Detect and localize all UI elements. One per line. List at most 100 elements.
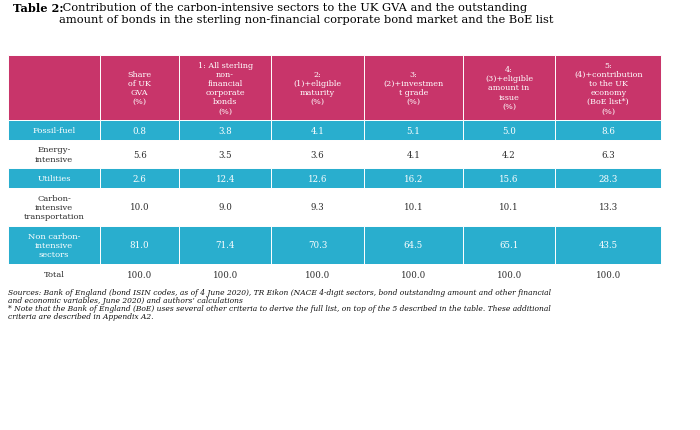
- Bar: [179, 141, 272, 169]
- Text: Fossil-fuel: Fossil-fuel: [32, 127, 76, 135]
- Text: 71.4: 71.4: [216, 241, 235, 250]
- Text: Carbon-
intensive
transportation: Carbon- intensive transportation: [24, 194, 85, 221]
- Text: 12.4: 12.4: [216, 174, 235, 183]
- Bar: [463, 264, 555, 284]
- Text: 2:
(1)+eligible
maturity
(%): 2: (1)+eligible maturity (%): [293, 71, 342, 106]
- Text: 100.0: 100.0: [400, 270, 426, 279]
- Text: 100.0: 100.0: [596, 270, 621, 279]
- Text: 43.5: 43.5: [598, 241, 618, 250]
- Text: 28.3: 28.3: [598, 174, 618, 183]
- Text: 8.6: 8.6: [601, 126, 615, 135]
- Bar: [179, 264, 272, 284]
- Text: 9.3: 9.3: [311, 203, 324, 212]
- Text: 100.0: 100.0: [213, 270, 238, 279]
- Text: 3.6: 3.6: [311, 150, 324, 159]
- Text: 5.0: 5.0: [502, 126, 516, 135]
- Text: 5.1: 5.1: [406, 126, 420, 135]
- Text: 1: All sterling
non-
financial
corporate
bonds
(%): 1: All sterling non- financial corporate…: [197, 61, 253, 115]
- Bar: [8, 121, 100, 141]
- Bar: [8, 227, 100, 264]
- Bar: [100, 189, 179, 227]
- Bar: [179, 56, 272, 121]
- Bar: [100, 121, 179, 141]
- Bar: [272, 189, 364, 227]
- Bar: [364, 227, 463, 264]
- Text: 9.0: 9.0: [218, 203, 232, 212]
- Bar: [463, 169, 555, 189]
- Text: 10.0: 10.0: [130, 203, 150, 212]
- Bar: [555, 169, 662, 189]
- Bar: [364, 141, 463, 169]
- Bar: [555, 56, 662, 121]
- Text: 100.0: 100.0: [305, 270, 330, 279]
- Bar: [8, 189, 100, 227]
- Text: 64.5: 64.5: [404, 241, 423, 250]
- Text: 15.6: 15.6: [499, 174, 519, 183]
- Text: 3.8: 3.8: [218, 126, 232, 135]
- Text: Non carbon-
intensive
sectors: Non carbon- intensive sectors: [28, 232, 80, 258]
- Bar: [364, 264, 463, 284]
- Text: 4.1: 4.1: [406, 150, 420, 159]
- Text: 6.3: 6.3: [601, 150, 615, 159]
- Bar: [463, 141, 555, 169]
- Text: and economic variables, June 2020) and authors’ calculations: and economic variables, June 2020) and a…: [8, 296, 243, 304]
- Bar: [463, 227, 555, 264]
- Text: 3.5: 3.5: [218, 150, 232, 159]
- Bar: [8, 141, 100, 169]
- Bar: [179, 121, 272, 141]
- Text: * Note that the Bank of England (BoE) uses several other criteria to derive the : * Note that the Bank of England (BoE) us…: [8, 304, 551, 312]
- Bar: [463, 189, 555, 227]
- Text: Table 2:: Table 2:: [13, 3, 64, 14]
- Bar: [272, 141, 364, 169]
- Text: 10.1: 10.1: [403, 203, 423, 212]
- Text: 3:
(2)+investmen
t grade
(%): 3: (2)+investmen t grade (%): [383, 71, 443, 106]
- Bar: [179, 227, 272, 264]
- Bar: [463, 56, 555, 121]
- Bar: [555, 121, 662, 141]
- Bar: [272, 227, 364, 264]
- Bar: [179, 169, 272, 189]
- Text: 5:
(4)+contribution
to the UK
economy
(BoE list*)
(%): 5: (4)+contribution to the UK economy (B…: [574, 61, 643, 115]
- Text: 4.2: 4.2: [502, 150, 516, 159]
- Bar: [364, 189, 463, 227]
- Bar: [8, 56, 100, 121]
- Bar: [272, 56, 364, 121]
- Bar: [555, 227, 662, 264]
- Bar: [100, 141, 179, 169]
- Bar: [364, 169, 463, 189]
- Bar: [463, 121, 555, 141]
- Text: Sources: Bank of England (bond ISIN codes, as of 4 June 2020), TR Eikon (NACE 4-: Sources: Bank of England (bond ISIN code…: [8, 289, 551, 296]
- Text: 16.2: 16.2: [404, 174, 423, 183]
- Text: 12.6: 12.6: [308, 174, 327, 183]
- Text: 70.3: 70.3: [308, 241, 327, 250]
- Bar: [179, 189, 272, 227]
- Text: 2.6: 2.6: [133, 174, 146, 183]
- Bar: [100, 56, 179, 121]
- Bar: [100, 227, 179, 264]
- Text: 10.1: 10.1: [499, 203, 519, 212]
- Text: 81.0: 81.0: [130, 241, 150, 250]
- Text: Utilities: Utilities: [37, 175, 71, 183]
- Text: 0.8: 0.8: [133, 126, 147, 135]
- Bar: [555, 189, 662, 227]
- Bar: [272, 169, 364, 189]
- Bar: [364, 56, 463, 121]
- Text: 100.0: 100.0: [127, 270, 153, 279]
- Text: criteria are described in Appendix A2.: criteria are described in Appendix A2.: [8, 312, 153, 320]
- Text: 4:
(3)+eligible
amount in
issue
(%): 4: (3)+eligible amount in issue (%): [485, 66, 533, 111]
- Text: Total: Total: [43, 270, 64, 278]
- Bar: [8, 264, 100, 284]
- Bar: [272, 264, 364, 284]
- Text: Energy-
intensive: Energy- intensive: [35, 146, 74, 163]
- Text: 5.6: 5.6: [133, 150, 146, 159]
- Text: 13.3: 13.3: [598, 203, 618, 212]
- Bar: [8, 169, 100, 189]
- Bar: [100, 264, 179, 284]
- Bar: [555, 264, 662, 284]
- Text: 4.1: 4.1: [311, 126, 324, 135]
- Bar: [272, 121, 364, 141]
- Bar: [100, 169, 179, 189]
- Text: Contribution of the carbon-intensive sectors to the UK GVA and the outstanding
a: Contribution of the carbon-intensive sec…: [59, 3, 554, 25]
- Bar: [555, 141, 662, 169]
- Text: 100.0: 100.0: [496, 270, 522, 279]
